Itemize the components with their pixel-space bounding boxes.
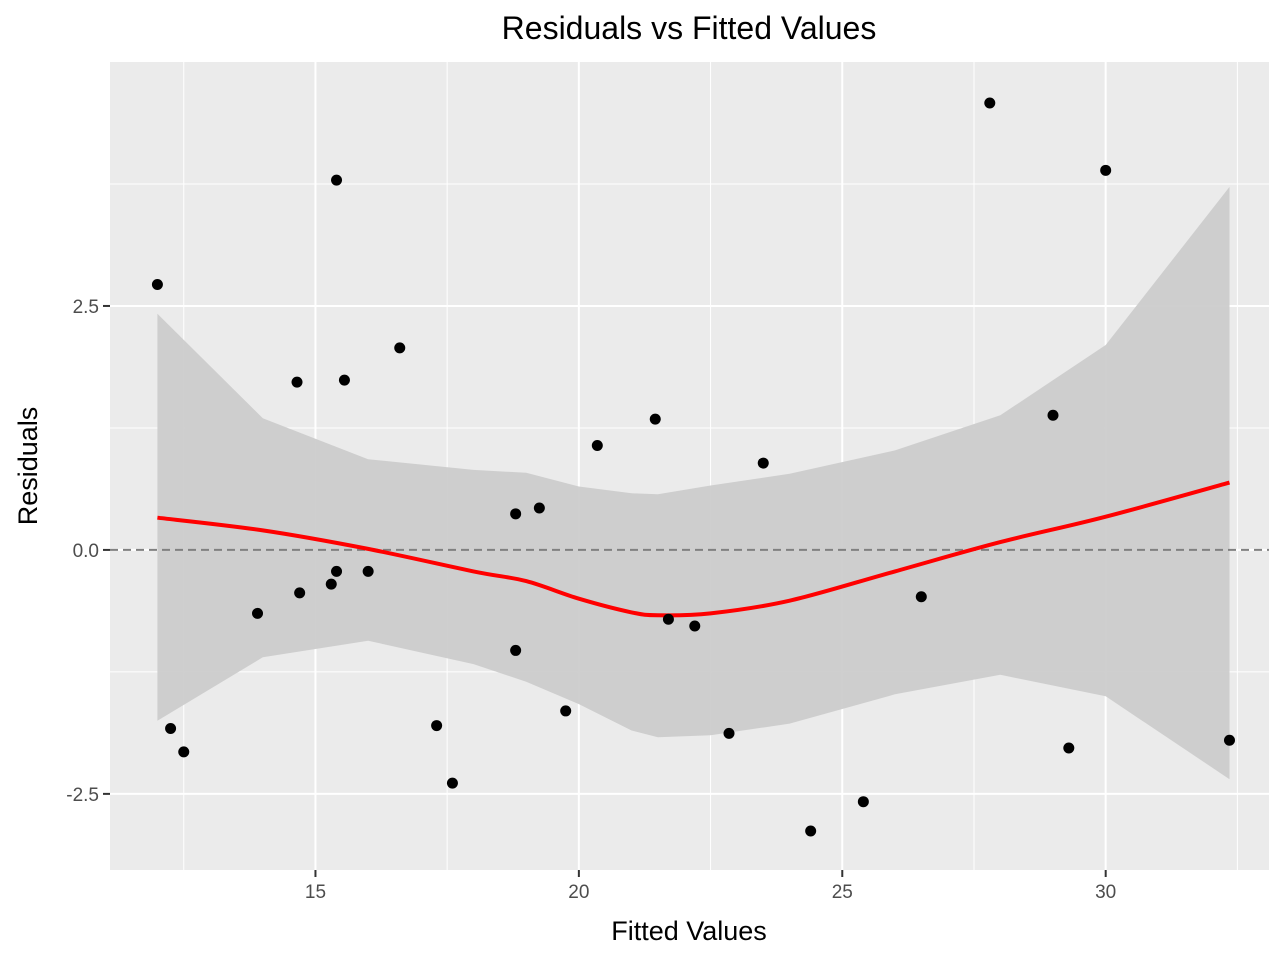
data-point — [252, 607, 264, 619]
data-point — [984, 97, 996, 109]
data-point — [431, 720, 443, 732]
data-point — [446, 777, 458, 789]
loess-line — [157, 480, 1231, 618]
data-point — [394, 342, 406, 354]
data-point — [533, 502, 545, 514]
y-axis-title: Residuals — [13, 407, 43, 526]
data-point — [331, 174, 343, 186]
x-axis: 15 20 25 30 — [305, 870, 1116, 903]
data-point — [857, 796, 869, 808]
confidence-band — [157, 186, 1230, 780]
data-point — [1063, 742, 1075, 754]
data-point — [165, 723, 177, 735]
data-point — [649, 413, 661, 425]
data-point — [723, 727, 735, 739]
x-axis-title: Fitted Values — [611, 916, 767, 946]
confidence-band-area — [157, 186, 1230, 780]
y-tick-label: 2.5 — [73, 297, 99, 318]
x-tick-label: 15 — [305, 882, 326, 903]
data-point — [178, 746, 190, 758]
y-tick-label: 0.0 — [73, 541, 99, 562]
smooth-curve — [157, 480, 1231, 618]
data-point — [689, 620, 701, 632]
data-point — [1100, 164, 1112, 176]
data-point — [151, 278, 163, 290]
data-points — [151, 97, 1235, 837]
data-point — [325, 578, 337, 590]
data-point — [757, 457, 769, 469]
data-point — [662, 613, 674, 625]
data-point — [1047, 409, 1059, 421]
x-tick-label: 25 — [832, 882, 853, 903]
x-tick-label: 20 — [568, 882, 589, 903]
data-point — [510, 644, 522, 656]
data-point — [362, 565, 374, 577]
data-point — [338, 374, 350, 386]
y-tick-label: -2.5 — [66, 785, 99, 806]
data-point — [591, 440, 603, 452]
data-point — [510, 508, 522, 520]
data-point — [1223, 734, 1235, 746]
data-point — [294, 587, 306, 599]
data-point — [560, 705, 572, 717]
data-point — [291, 376, 303, 388]
data-point — [331, 565, 343, 577]
y-axis: -2.5 0.0 2.5 — [66, 297, 110, 806]
data-point — [805, 825, 817, 837]
x-tick-label: 30 — [1095, 882, 1116, 903]
data-point — [915, 591, 927, 603]
chart-title: Residuals vs Fitted Values — [502, 10, 877, 46]
